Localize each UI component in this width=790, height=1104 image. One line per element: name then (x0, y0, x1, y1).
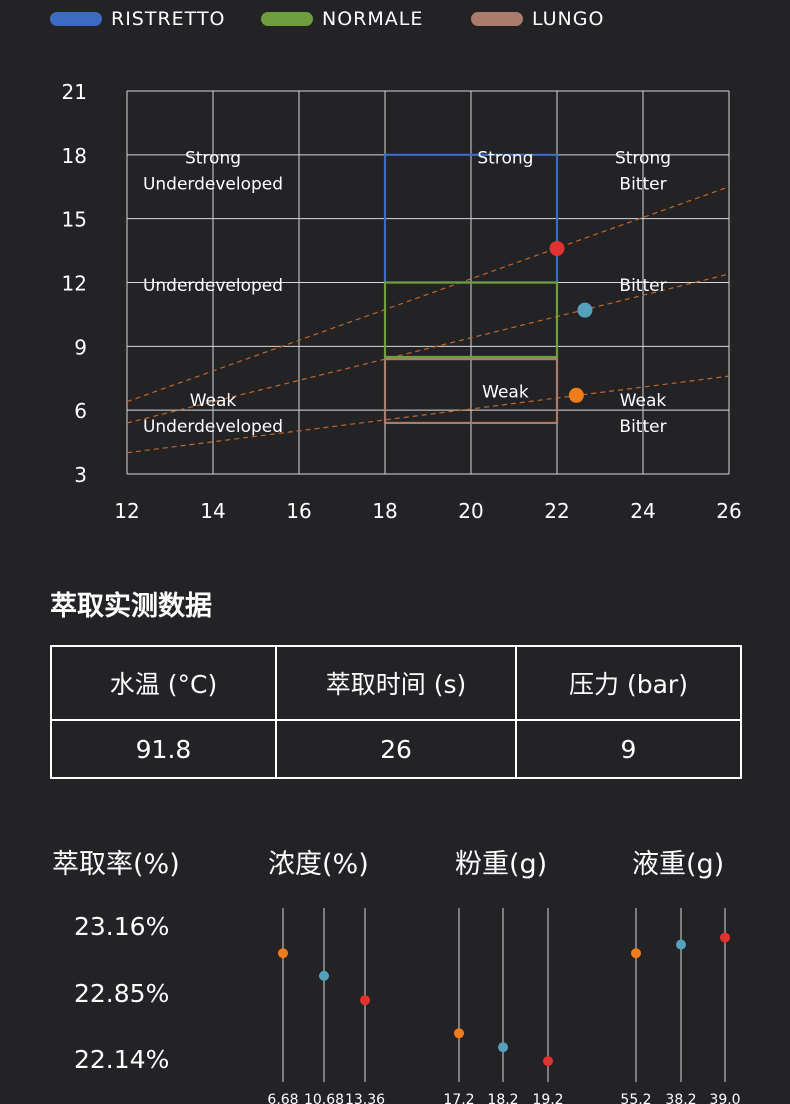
zone-label-line: Bitter (619, 276, 666, 296)
dose-dot (498, 1042, 508, 1053)
trend-line (127, 375, 729, 454)
pressure-header: 压力 (bar) (515, 645, 742, 721)
brew-control-chart: 12 14 16 18 20 22 24 26 3 6 9 12 15 18 21 Strong Underde… (62, 80, 742, 523)
y-tick-label: 3 (74, 463, 87, 487)
liquid-tick-label: 39.0 (709, 1092, 740, 1104)
zone-label: Strong Bitter (615, 148, 671, 194)
liquid-weight-header: 液重(g) (632, 849, 725, 880)
data-point (568, 387, 584, 403)
zone-box-lungo (383, 358, 559, 425)
y-tick-label: 12 (62, 272, 87, 296)
x-tick-label: 16 (286, 499, 311, 523)
zone-label: Underdeveloped (143, 276, 283, 296)
extraction-time-value: 26 (275, 719, 517, 779)
legend-label-ristretto: RISTRETTO (111, 8, 226, 30)
zone-label-line: Bitter (619, 174, 666, 194)
dose-dot (543, 1056, 553, 1067)
brew-data-table: 水温 (°C) 萃取时间 (s) 压力 (bar) 91.8 26 9 (50, 645, 742, 779)
data-point (577, 302, 593, 318)
trend-line (127, 273, 729, 424)
water-temp-header: 水温 (°C) (50, 645, 277, 721)
zone-label-line: Strong (185, 148, 241, 168)
zone-label: Weak (482, 382, 529, 402)
x-tick-label: 22 (544, 499, 569, 523)
zone-label-line: Weak (190, 391, 237, 411)
legend-swatch-ristretto (50, 12, 102, 26)
concentration-tick-label: 10.68 (304, 1092, 344, 1104)
liquid-dot (631, 948, 641, 959)
zone-label-line: Underdeveloped (143, 276, 283, 296)
x-tick-label: 26 (716, 499, 741, 523)
y-tick-label: 6 (74, 399, 87, 423)
legend-item-ristretto: RISTRETTO (50, 8, 226, 30)
concentration-dot (278, 948, 288, 959)
zone-label-line: Strong (477, 148, 533, 168)
y-tick-label: 9 (74, 335, 87, 359)
y-tick-label: 15 (62, 208, 87, 232)
dose-header: 粉重(g) (455, 849, 548, 880)
legend-swatch-lungo (471, 12, 523, 26)
liquid-dot (676, 939, 686, 950)
y-tick-label: 21 (62, 80, 87, 104)
extraction-rate-header: 萃取率(%) (52, 849, 180, 880)
dose-tick-label: 17.2 (443, 1092, 474, 1104)
zone-label-line: Underdeveloped (143, 417, 283, 437)
table-header-row: 水温 (°C) 萃取时间 (s) 压力 (bar) (50, 645, 742, 721)
extraction-value: 23.16% (74, 912, 170, 941)
trend-line (127, 186, 729, 403)
zone-label: Weak Underdeveloped (143, 391, 283, 437)
extraction-value: 22.14% (74, 1045, 170, 1074)
zone-label-line: Bitter (619, 417, 666, 437)
zone-label-line: Weak (482, 382, 529, 402)
legend-swatch-normale (261, 12, 313, 26)
table-row: 91.8 26 9 (50, 719, 742, 779)
concentration-tick-label: 13.36 (345, 1092, 385, 1104)
section-title: 萃取实测数据 (50, 591, 212, 622)
zone-label: Weak Bitter (619, 391, 666, 437)
dose-tick-label: 18.2 (487, 1092, 518, 1104)
zone-label: Bitter (619, 276, 666, 296)
dose-tick-label: 19.2 (532, 1092, 563, 1104)
zone-label-line: Underdeveloped (143, 174, 283, 194)
liquid-dot (720, 932, 730, 943)
x-tick-label: 20 (458, 499, 483, 523)
zone-box-normale (383, 281, 559, 359)
x-tick-label: 18 (372, 499, 397, 523)
zone-label-line: Strong (615, 148, 671, 168)
data-point (549, 240, 565, 256)
x-tick-label: 12 (114, 499, 139, 523)
liquid-tick-label: 38.2 (665, 1092, 696, 1104)
water-temp-value: 91.8 (50, 719, 277, 779)
y-tick-label: 18 (62, 144, 87, 168)
concentration-dot (360, 995, 370, 1006)
concentration-dot (319, 970, 329, 981)
zone-label-line: Weak (620, 391, 667, 411)
x-tick-label: 14 (200, 499, 225, 523)
pressure-value: 9 (515, 719, 742, 779)
extraction-value: 22.85% (74, 979, 170, 1008)
x-tick-label: 24 (630, 499, 655, 523)
zone-label: Strong Underdeveloped (143, 148, 283, 194)
legend-label-normale: NORMALE (322, 8, 424, 30)
liquid-tick-label: 55.2 (620, 1092, 651, 1104)
concentration-header: 浓度(%) (268, 849, 369, 880)
extraction-time-header: 萃取时间 (s) (275, 645, 517, 721)
legend-item-lungo: LUNGO (471, 8, 604, 30)
legend-label-lungo: LUNGO (532, 8, 605, 30)
zone-label: Strong (477, 148, 533, 168)
concentration-tick-label: 6.68 (267, 1092, 298, 1104)
dose-dot (454, 1028, 464, 1039)
legend-item-normale: NORMALE (261, 8, 423, 30)
